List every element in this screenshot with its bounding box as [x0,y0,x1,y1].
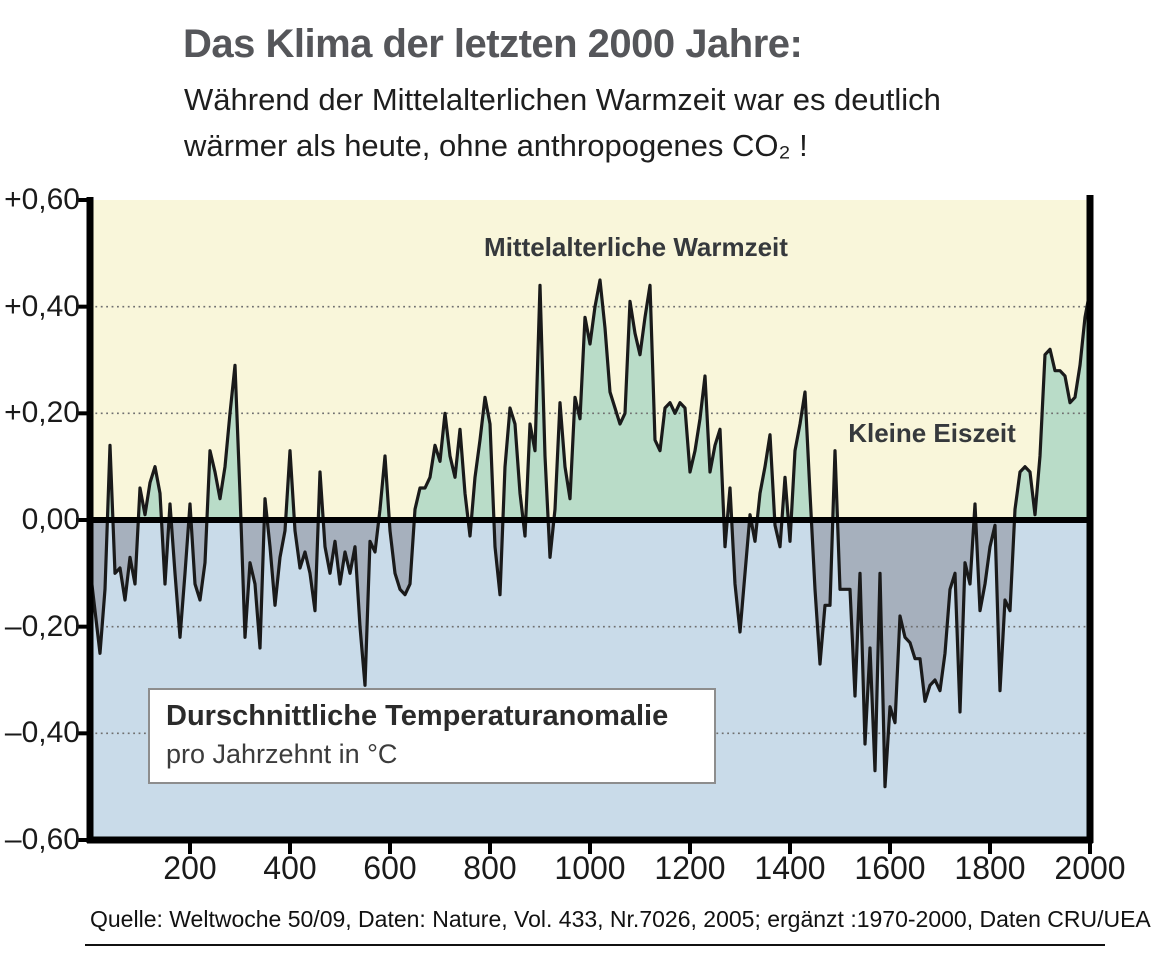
x-tick-label: 1400 [754,850,826,886]
x-tick-label: 1800 [954,850,1026,886]
x-tick-label: 800 [463,850,517,886]
x-tick-label: 2000 [1054,850,1126,886]
series-label-box: Durschnittliche Temperaturanomalie pro J… [148,688,716,784]
temperature-curve [88,278,1092,789]
x-tick-label: 1000 [554,850,626,886]
y-tick-label: +0,60 [4,183,80,216]
y-tick-label: 0,00 [21,503,80,536]
subtitle-line-1: Während der Mittelalterlichen Warmzeit w… [184,82,941,117]
plot-svg [76,195,1094,854]
series-label-subtitle: pro Jahrzehnt in °C [166,739,398,769]
y-tick-label: +0,20 [4,396,80,430]
subtitle-line-2: wärmer als heute, ohne anthropogenes CO₂… [184,128,808,163]
annotation-medieval-warm-period: Mittelalterliche Warmzeit [484,232,788,262]
plot-area: Mittelalterliche Warmzeit Kleine Eiszeit… [76,195,1094,854]
bottom-rule [85,944,1105,946]
y-tick-label: +0,40 [4,289,80,323]
page-title: Das Klima der letzten 2000 Jahre: [183,22,803,66]
series-label-title: Durschnittliche Temperaturanomalie [166,700,669,732]
y-tick-label: –0,40 [4,716,80,750]
x-tick-label: 400 [263,850,317,886]
annotation-little-ice-age: Kleine Eiszeit [848,418,1016,448]
x-tick-label: 1600 [854,850,926,886]
area-fill-warm [90,280,1090,520]
y-tick-label: –0,60 [4,823,80,856]
x-tick-label: 600 [363,850,417,886]
x-tick-label: 200 [163,850,217,886]
source-citation: Quelle: Weltwoche 50/09, Daten: Nature, … [90,906,1151,932]
x-tick-label: 1200 [654,850,726,886]
y-tick-label: –0,20 [4,609,80,643]
